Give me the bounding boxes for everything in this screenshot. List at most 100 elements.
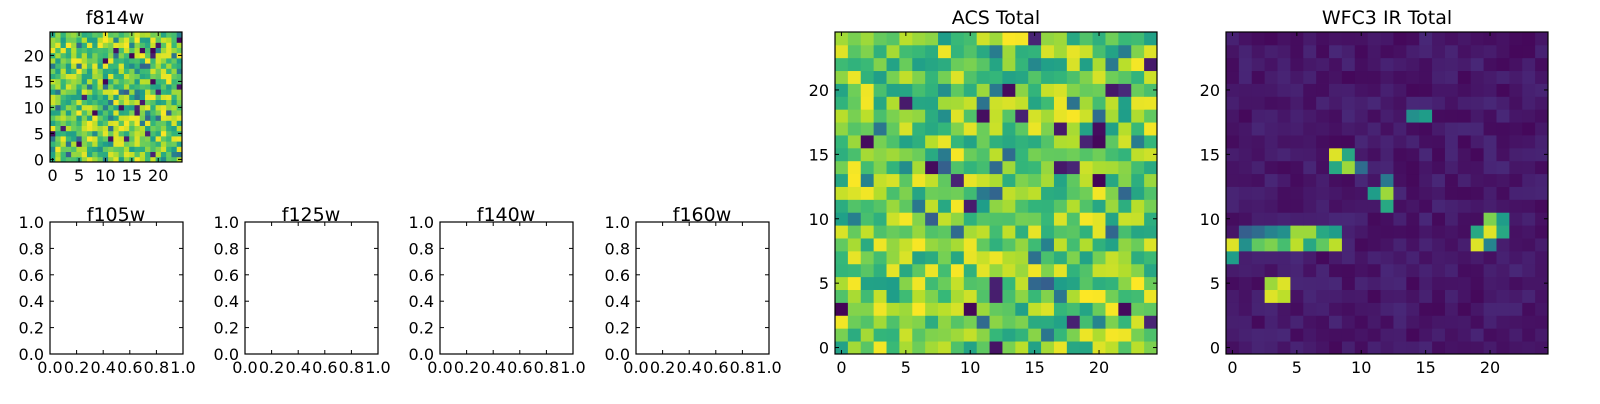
heatmap-cell: [76, 84, 83, 90]
heatmap-cell: [145, 32, 151, 38]
heatmap-cell: [1432, 263, 1446, 278]
heatmap-cell: [1483, 96, 1497, 110]
heatmap-cell: [81, 58, 88, 64]
heatmap-cell: [1277, 302, 1291, 316]
heatmap-cell: [835, 250, 849, 265]
heatmap-cell: [150, 151, 156, 158]
heatmap-cell: [1290, 199, 1304, 213]
heatmap-cell: [118, 104, 125, 111]
heatmap-cell: [108, 89, 114, 95]
heatmap-cell: [1066, 109, 1081, 123]
heatmap-cell: [1092, 199, 1106, 213]
heatmap-cell: [1028, 96, 1042, 110]
heatmap-cell: [155, 63, 162, 69]
heatmap-cell: [1053, 122, 1068, 136]
heatmap-cell: [118, 125, 125, 132]
heatmap-cell: [160, 104, 167, 111]
heatmap-cell: [1303, 341, 1317, 355]
heatmap-cell: [1341, 57, 1356, 72]
heatmap-cell: [1457, 135, 1472, 149]
heatmap-cell: [65, 94, 72, 100]
heatmap-cell: [113, 146, 120, 152]
heatmap-cell: [50, 84, 56, 90]
heatmap-cell: [912, 32, 926, 46]
heatmap-cell: [134, 58, 141, 64]
heatmap-cell: [1444, 83, 1459, 97]
axes-frame: [1225, 31, 1549, 355]
heatmap-cell: [166, 110, 172, 116]
heatmap-cell: [1316, 341, 1330, 355]
heatmap-cell: [938, 225, 952, 239]
heatmap-cell: [1251, 289, 1266, 303]
heatmap-cell: [1406, 109, 1420, 123]
heatmap-cell: [1002, 83, 1016, 97]
heatmap-cell: [166, 151, 172, 158]
heatmap-cell: [989, 32, 1003, 46]
heatmap-cell: [1041, 135, 1055, 149]
heatmap-cell: [1002, 289, 1016, 303]
heatmap-cell: [1092, 70, 1106, 84]
heatmap-cell: [129, 94, 135, 100]
heatmap-cell: [1496, 315, 1510, 329]
heatmap-cell: [1316, 238, 1330, 252]
heatmap-cell: [123, 151, 130, 158]
heatmap-cell: [1079, 32, 1093, 46]
heatmap-cell: [1419, 328, 1433, 342]
heatmap-cell: [1406, 263, 1420, 278]
heatmap-cell: [1341, 328, 1356, 342]
heatmap-cell: [1496, 341, 1510, 355]
heatmap-cell: [92, 63, 98, 69]
heatmap-cell: [160, 120, 167, 126]
heatmap-cell: [166, 99, 172, 106]
heatmap-cell: [1264, 83, 1278, 97]
heatmap-cell: [1470, 160, 1484, 175]
heatmap-cell: [92, 58, 98, 64]
heatmap-cell: [145, 151, 151, 158]
heatmap-cell: [886, 96, 900, 110]
heatmap-cell: [86, 63, 93, 69]
heatmap-cell: [134, 63, 141, 69]
heatmap-cell: [989, 44, 1003, 59]
heatmap-cell: [1367, 341, 1381, 355]
heatmap-cell: [835, 238, 849, 252]
heatmap-cell: [176, 99, 183, 106]
heatmap-cell: [76, 130, 83, 137]
heatmap-cell: [1226, 135, 1240, 149]
heatmap-cell: [912, 44, 926, 59]
heatmap-cell: [1419, 109, 1433, 123]
heatmap-cell: [835, 122, 849, 136]
heatmap-cell: [886, 263, 900, 278]
heatmap-cell: [97, 84, 104, 90]
heatmap-cell: [102, 125, 109, 132]
heatmap-cell: [1066, 315, 1081, 329]
heatmap-cell: [86, 110, 93, 116]
heatmap-cell: [1432, 70, 1446, 84]
heatmap-cell: [1509, 83, 1523, 97]
heatmap-cell: [1329, 32, 1343, 46]
heatmap-cell: [1522, 70, 1536, 84]
x-tick-label: 0.8: [534, 358, 559, 377]
heatmap-cell: [1419, 238, 1433, 252]
heatmap-cell: [1105, 199, 1119, 213]
heatmap-cell: [123, 115, 130, 121]
heatmap-cell: [81, 47, 88, 54]
heatmap-cell: [925, 109, 939, 123]
heatmap-cell: [1535, 315, 1549, 329]
heatmap-cell: [50, 151, 56, 158]
heatmap-cell: [886, 238, 900, 252]
heatmap-cell: [108, 37, 114, 43]
heatmap-cell: [1341, 44, 1356, 59]
heatmap-cell: [847, 44, 862, 59]
heatmap-cell: [1432, 32, 1446, 46]
heatmap-cell: [1496, 289, 1510, 303]
heatmap-cell: [97, 58, 104, 64]
heatmap-cell: [108, 63, 114, 69]
heatmap-cell: [1522, 135, 1536, 149]
heatmap-cell: [886, 289, 900, 303]
heatmap-cell: [1303, 302, 1317, 316]
heatmap-cell: [1226, 70, 1240, 84]
heatmap-cell: [1419, 57, 1433, 72]
heatmap-cell: [92, 146, 98, 152]
heatmap-cell: [113, 110, 120, 116]
heatmap-cell: [938, 315, 952, 329]
